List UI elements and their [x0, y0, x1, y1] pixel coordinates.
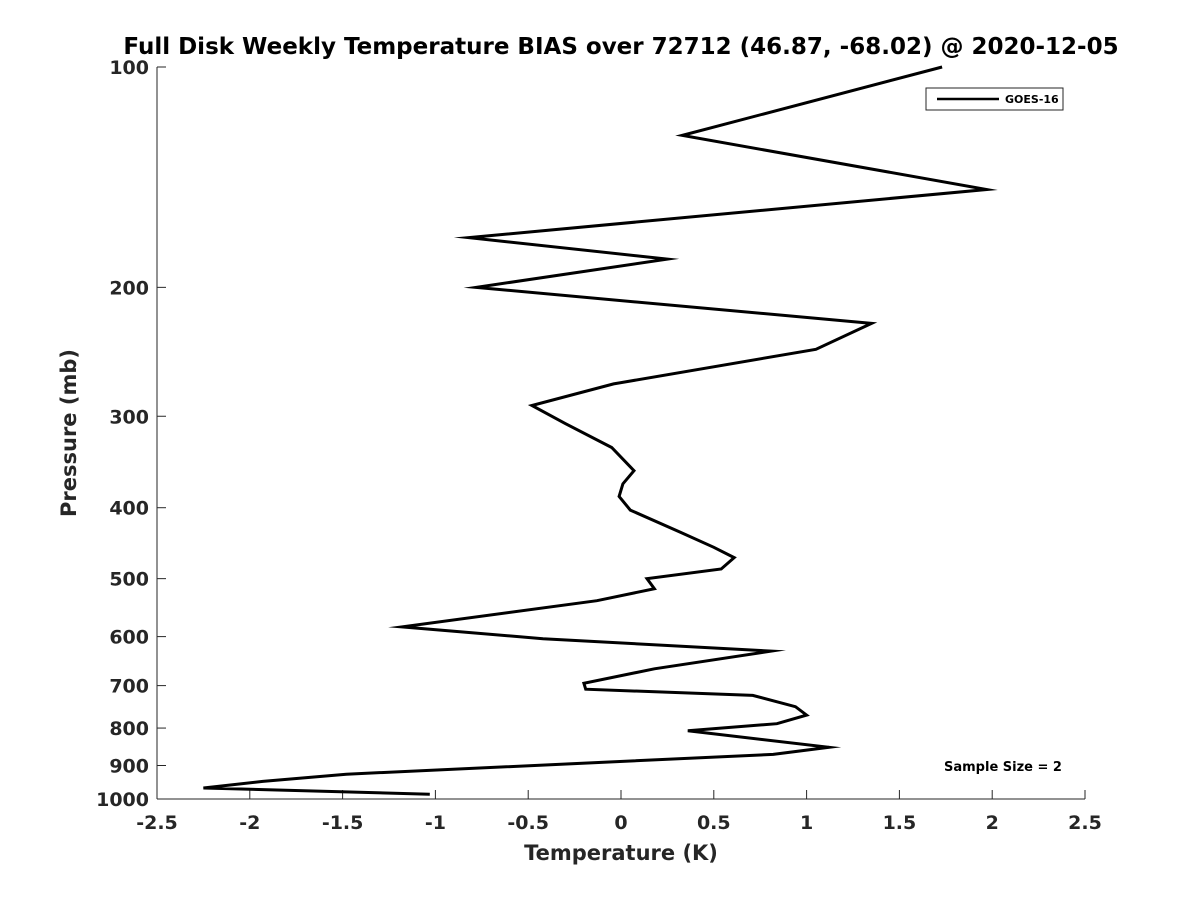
x-tick-label: 1 [800, 812, 813, 834]
x-tick-label: 1.5 [883, 812, 917, 834]
y-tick-label: 400 [109, 498, 149, 520]
series-line-goes-16 [203, 65, 998, 796]
x-tick-label: -0.5 [507, 812, 549, 834]
legend-label-goes-16: GOES-16 [1005, 93, 1059, 106]
x-axis-title: Temperature (K) [524, 841, 718, 865]
y-tick-label: 500 [109, 569, 149, 591]
x-axis-ticks: -2.5 -2 -1.5 -1 -0.5 0 0.5 1 1.5 2 2.5 [136, 790, 1102, 834]
x-tick-label: -2 [239, 812, 260, 834]
y-tick-label: 100 [109, 57, 149, 79]
y-tick-label: 200 [109, 277, 149, 299]
y-tick-label: 800 [109, 718, 149, 740]
series-layer [203, 65, 998, 796]
sample-size-annotation: Sample Size = 2 [944, 760, 1062, 775]
x-tick-label: 2.5 [1068, 812, 1102, 834]
x-tick-label: 2 [986, 812, 999, 834]
x-tick-label: -1 [425, 812, 446, 834]
chart-title: Full Disk Weekly Temperature BIAS over 7… [123, 34, 1118, 60]
x-tick-label: 0.5 [697, 812, 731, 834]
y-axis-ticks: 100 200 300 400 500 600 700 800 900 1000 [96, 57, 166, 811]
x-tick-label: -1.5 [322, 812, 364, 834]
legend[interactable]: GOES-16 [925, 87, 1064, 111]
y-axis-title: Pressure (mb) [57, 349, 81, 517]
y-tick-label: 600 [109, 627, 149, 649]
y-tick-label: 1000 [96, 789, 149, 811]
x-tick-label: 0 [614, 812, 627, 834]
y-tick-label: 300 [109, 406, 149, 428]
y-tick-label: 900 [109, 756, 149, 778]
y-tick-label: 700 [109, 676, 149, 698]
x-tick-label: -2.5 [136, 812, 178, 834]
